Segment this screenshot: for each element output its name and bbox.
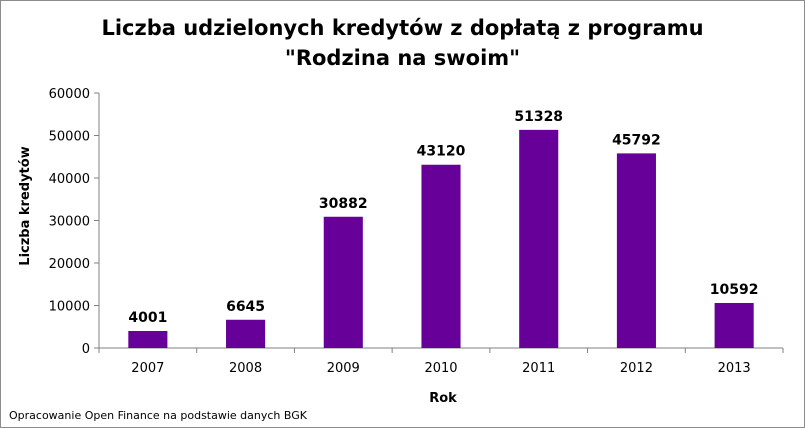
- x-tick-label-2011: 2011: [522, 361, 555, 376]
- data-label-2010: 43120: [417, 144, 466, 160]
- y-tick-label: 50000: [49, 130, 90, 145]
- data-label-2009: 30882: [319, 196, 368, 212]
- bar-2008: [226, 319, 266, 348]
- data-labels: 4001 6645 30882 43120 51328 45792 10592: [128, 109, 758, 326]
- x-tick-label-2007: 2007: [131, 361, 164, 376]
- y-axis-label: Liczba kredytów: [18, 146, 33, 265]
- x-tick-label-2010: 2010: [424, 361, 457, 376]
- source-note: Opracowanie Open Finance na podstawie da…: [9, 409, 307, 422]
- bar-2007: [128, 330, 168, 348]
- y-tick-label: 20000: [49, 257, 90, 272]
- bar-2012: [616, 153, 656, 348]
- y-axis: 0 10000 20000 30000 40000 50000 60000: [49, 87, 100, 357]
- y-tick-label: 60000: [49, 87, 90, 102]
- chart-title: Liczba udzielonych kredytów z dopłatą z …: [1, 13, 804, 73]
- x-tick-label-2008: 2008: [229, 361, 262, 376]
- y-tick-label: 10000: [49, 300, 90, 315]
- bars: [128, 129, 754, 348]
- y-tick-label: 40000: [49, 172, 90, 187]
- data-label-2008: 6645: [226, 299, 265, 315]
- x-tick-label-2012: 2012: [620, 361, 653, 376]
- data-label-2007: 4001: [128, 310, 167, 326]
- x-axis: 2007 2008 2009 2010 2011 2012 2013: [98, 347, 784, 376]
- bar-2011: [519, 129, 559, 348]
- chart-title-line-1: Liczba udzielonych kredytów z dopłatą z …: [101, 16, 704, 40]
- data-label-2012: 45792: [612, 132, 661, 148]
- data-label-2013: 10592: [710, 282, 759, 298]
- chart-title-line-2: "Rodzina na swoim": [284, 46, 521, 70]
- x-tick-label-2013: 2013: [718, 361, 751, 376]
- x-tick-label-2009: 2009: [327, 361, 360, 376]
- data-label-2011: 51328: [514, 109, 563, 125]
- y-tick-label: 30000: [49, 215, 90, 230]
- bar-2009: [323, 216, 363, 348]
- bar-2010: [421, 164, 461, 348]
- y-tick-label: 0: [82, 342, 90, 357]
- x-axis-label: Rok: [429, 391, 457, 406]
- bar-2013: [714, 302, 754, 348]
